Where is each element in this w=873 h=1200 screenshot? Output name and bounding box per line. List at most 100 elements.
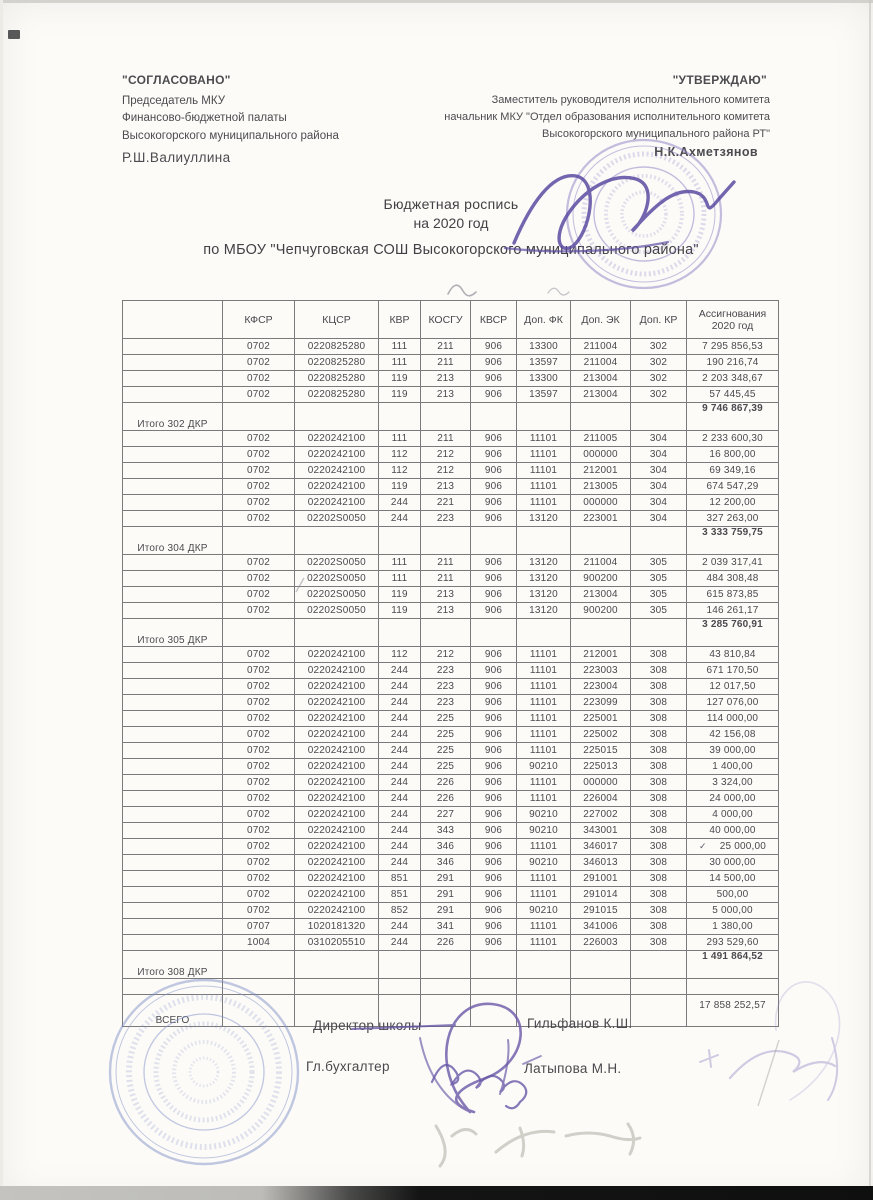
empty-cell bbox=[378, 618, 421, 647]
code-cell: 0220825280 bbox=[294, 354, 379, 371]
code-cell: 223 bbox=[420, 678, 471, 695]
empty-cell bbox=[294, 994, 379, 1027]
empty-cell bbox=[470, 402, 517, 431]
empty-cell bbox=[686, 978, 779, 995]
code-cell: 90210 bbox=[516, 902, 571, 919]
pencil-note bbox=[434, 1122, 642, 1168]
code-cell: 0702 bbox=[222, 662, 295, 679]
empty-cell bbox=[630, 950, 687, 979]
table-row: 0702 0220242100 244 225 906 11101 225015 308 39 … bbox=[122, 742, 779, 759]
amount-cell: 30 000,00 bbox=[686, 854, 779, 871]
empty-cell bbox=[470, 950, 517, 979]
approved-line: Заместитель руководителя исполнительного… bbox=[491, 94, 770, 106]
code-cell: 302 bbox=[630, 338, 687, 355]
amount-cell: 42 156,08 bbox=[686, 726, 779, 743]
amount-cell: 39 000,00 bbox=[686, 742, 779, 759]
code-cell: 212 bbox=[420, 646, 471, 663]
code-cell: 0220242100 bbox=[294, 726, 379, 743]
code-cell: 906 bbox=[470, 354, 517, 371]
code-cell: 02202S0050 bbox=[294, 510, 379, 527]
code-cell: 11101 bbox=[516, 446, 571, 463]
code-cell: 0702 bbox=[222, 678, 295, 695]
code-cell: 244 bbox=[378, 854, 421, 871]
code-cell: 211004 bbox=[570, 554, 631, 571]
checkmark-icon: ✓ bbox=[698, 841, 707, 851]
code-cell: 0702 bbox=[222, 554, 295, 571]
code-cell: 226 bbox=[420, 774, 471, 791]
empty-cell bbox=[630, 618, 687, 647]
code-cell: 0702 bbox=[222, 446, 295, 463]
amount-cell: 4 000,00 bbox=[686, 806, 779, 823]
code-cell: 213005 bbox=[570, 478, 631, 495]
code-cell: 0220242100 bbox=[294, 462, 379, 479]
empty-cell bbox=[570, 526, 631, 555]
code-cell: 213004 bbox=[570, 386, 631, 403]
budget-table-body: 0702 0220825280 111 211 906 13300 211004 302 7 2… bbox=[122, 338, 779, 1027]
table-row: 1004 0310205510 244 226 906 11101 226003 308 293… bbox=[122, 934, 779, 951]
code-cell: 244 bbox=[378, 742, 421, 759]
table-row: 0702 0220242100 244 225 906 11101 225002 308 42 … bbox=[122, 726, 779, 743]
code-cell: 244 bbox=[378, 726, 421, 743]
code-cell: 852 bbox=[378, 902, 421, 919]
empty-cell bbox=[630, 978, 687, 995]
code-cell: 0707 bbox=[222, 918, 295, 935]
code-cell: 0702 bbox=[222, 758, 295, 775]
title-line-2: на 2020 год bbox=[413, 215, 489, 231]
code-cell: 0220242100 bbox=[294, 678, 379, 695]
code-cell: 308 bbox=[630, 790, 687, 807]
amount-cell: 146 261,17 bbox=[686, 602, 779, 619]
total-label-cell: Итого 308 ДКР bbox=[122, 950, 223, 979]
code-cell: 0702 bbox=[222, 774, 295, 791]
amount-cell: 127 076,00 bbox=[686, 694, 779, 711]
row-label-cell bbox=[122, 758, 223, 775]
code-cell: 0220242100 bbox=[294, 446, 379, 463]
accountant-label: Гл.бухгалтер bbox=[306, 1059, 390, 1074]
code-cell: 244 bbox=[378, 790, 421, 807]
empty-cell bbox=[222, 950, 295, 979]
code-cell: 0220242100 bbox=[294, 774, 379, 791]
amount-cell: 14 500,00 bbox=[686, 870, 779, 887]
code-cell: 0310205510 bbox=[294, 934, 379, 951]
total-label-cell: Итого 305 ДКР bbox=[122, 618, 223, 647]
code-cell: 13120 bbox=[516, 554, 571, 571]
code-cell: 851 bbox=[378, 886, 421, 903]
code-cell: 13597 bbox=[516, 354, 571, 371]
row-label-cell bbox=[122, 370, 223, 387]
total-label-cell: Итого 302 ДКР bbox=[122, 402, 223, 431]
scan-edge-left bbox=[0, 0, 3, 1200]
table-row: 0702 0220825280 111 211 906 13300 211004 302 7 2… bbox=[122, 338, 779, 355]
empty-cell bbox=[630, 994, 687, 1027]
document-title: Бюджетная роспись на 2020 год по МБОУ "Ч… bbox=[186, 196, 716, 258]
approved-title: "УТВЕРЖДАЮ" bbox=[672, 73, 767, 87]
total-amount-cell: 1 491 864,52 bbox=[686, 950, 779, 979]
code-cell: 308 bbox=[630, 726, 687, 743]
code-cell: 308 bbox=[630, 870, 687, 887]
code-cell: 000000 bbox=[570, 774, 631, 791]
code-cell: 906 bbox=[470, 446, 517, 463]
empty-cell bbox=[630, 526, 687, 555]
code-cell: 906 bbox=[470, 710, 517, 727]
empty-cell bbox=[122, 978, 223, 995]
row-label-cell bbox=[122, 602, 223, 619]
code-cell: 0220242100 bbox=[294, 494, 379, 511]
column-header: КВР bbox=[378, 300, 421, 339]
table-row: 0702 02202S0050 244 223 906 13120 223001 304 327… bbox=[122, 510, 779, 527]
code-cell: 119 bbox=[378, 478, 421, 495]
column-header: Ассигнования 2020 год bbox=[686, 300, 779, 339]
code-cell: 11101 bbox=[516, 478, 571, 495]
code-cell: 11101 bbox=[516, 726, 571, 743]
code-cell: 0702 bbox=[222, 806, 295, 823]
empty-cell bbox=[420, 994, 471, 1027]
code-cell: 11101 bbox=[516, 918, 571, 935]
code-cell: 308 bbox=[630, 902, 687, 919]
empty-cell bbox=[570, 618, 631, 647]
table-row: 0702 0220242100 244 227 906 90210 227002 308 4 0… bbox=[122, 806, 779, 823]
column-header: КФСР bbox=[222, 300, 295, 339]
code-cell: 906 bbox=[470, 774, 517, 791]
code-cell: 112 bbox=[378, 646, 421, 663]
row-label-cell bbox=[122, 354, 223, 371]
code-cell: 906 bbox=[470, 870, 517, 887]
empty-cell bbox=[516, 950, 571, 979]
empty-cell bbox=[570, 950, 631, 979]
code-cell: 906 bbox=[470, 586, 517, 603]
